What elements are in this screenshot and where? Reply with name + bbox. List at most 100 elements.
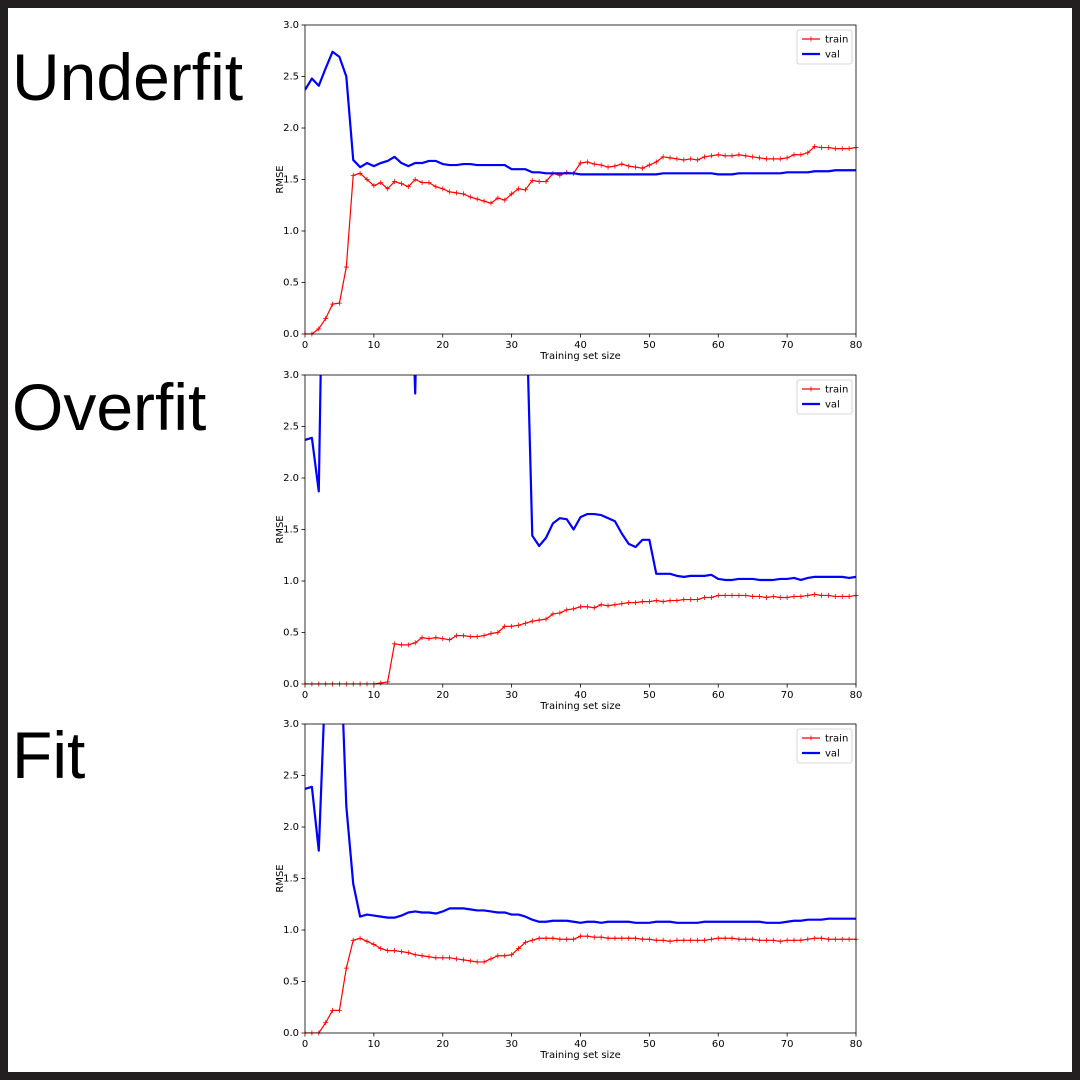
marker xyxy=(846,593,852,599)
marker xyxy=(715,935,721,941)
marker xyxy=(736,936,742,942)
marker xyxy=(722,153,728,159)
marker xyxy=(805,592,811,598)
x-tick-label: 30 xyxy=(505,690,518,701)
marker xyxy=(750,593,756,599)
marker xyxy=(805,150,811,156)
x-tick-label: 70 xyxy=(781,1039,794,1050)
marker xyxy=(784,937,790,943)
marker xyxy=(736,152,742,158)
marker xyxy=(681,157,687,163)
marker xyxy=(412,177,418,182)
y-tick-label: 2.0 xyxy=(283,473,299,484)
marker xyxy=(819,145,825,151)
marker xyxy=(715,592,721,598)
marker xyxy=(481,633,487,639)
marker xyxy=(701,154,707,160)
x-tick-label: 80 xyxy=(850,690,863,701)
marker xyxy=(378,180,384,186)
marker xyxy=(729,153,735,159)
marker xyxy=(495,953,501,959)
marker xyxy=(481,959,487,965)
y-tick-label: 0.5 xyxy=(283,977,299,988)
marker xyxy=(832,936,838,942)
marker xyxy=(398,949,404,955)
y-tick-label: 3.0 xyxy=(283,719,299,730)
marker xyxy=(598,602,604,608)
marker xyxy=(495,195,501,201)
legend-marker xyxy=(808,386,814,392)
marker xyxy=(639,165,645,171)
marker xyxy=(481,198,487,204)
marker xyxy=(412,952,418,958)
marker xyxy=(832,146,838,152)
marker xyxy=(770,156,776,162)
marker xyxy=(405,184,411,190)
marker xyxy=(598,934,604,940)
marker xyxy=(364,177,370,182)
x-tick-label: 40 xyxy=(574,690,587,701)
legend-marker xyxy=(808,36,814,42)
marker xyxy=(543,179,549,185)
marker xyxy=(529,178,535,184)
marker xyxy=(646,599,652,605)
marker xyxy=(839,936,845,942)
y-tick-label: 0.0 xyxy=(283,1028,299,1039)
marker xyxy=(364,938,370,944)
marker xyxy=(557,936,563,942)
y-tick-label: 0.0 xyxy=(283,679,299,690)
marker xyxy=(433,955,439,961)
marker xyxy=(536,179,542,185)
marker xyxy=(812,144,818,150)
marker xyxy=(392,948,398,954)
marker xyxy=(405,950,411,956)
y-tick-label: 1.5 xyxy=(283,525,299,536)
marker xyxy=(584,933,590,939)
marker xyxy=(447,189,453,195)
x-tick-label: 50 xyxy=(643,340,656,351)
x-tick-label: 70 xyxy=(781,690,794,701)
legend-label: train xyxy=(825,734,848,745)
marker xyxy=(701,594,707,600)
marker xyxy=(357,170,363,176)
marker xyxy=(653,159,659,165)
marker xyxy=(529,618,535,624)
marker xyxy=(447,955,453,961)
marker xyxy=(667,155,673,161)
marker xyxy=(763,594,769,600)
x-axis-label: Training set size xyxy=(539,1050,621,1061)
y-tick-label: 1.5 xyxy=(283,175,299,186)
marker xyxy=(336,1007,342,1013)
marker xyxy=(378,946,384,952)
marker xyxy=(502,623,508,629)
x-tick-label: 30 xyxy=(505,340,518,351)
x-tick-label: 80 xyxy=(850,340,863,351)
marker xyxy=(392,641,398,647)
y-axis-label: RMSE xyxy=(275,165,286,193)
marker xyxy=(743,936,749,942)
marker xyxy=(405,642,411,648)
marker xyxy=(722,935,728,941)
marker xyxy=(784,594,790,600)
y-axis-label: RMSE xyxy=(275,864,286,892)
x-tick-label: 60 xyxy=(712,690,725,701)
marker xyxy=(708,153,714,159)
y-tick-label: 0.0 xyxy=(283,329,299,340)
marker xyxy=(798,152,804,158)
marker xyxy=(578,933,583,939)
marker xyxy=(619,161,625,167)
marker xyxy=(612,163,618,169)
marker xyxy=(371,183,377,189)
y-axis-label: RMSE xyxy=(275,515,286,543)
marker xyxy=(805,936,811,942)
marker xyxy=(715,152,721,158)
y-tick-label: 1.0 xyxy=(283,226,299,237)
marker xyxy=(639,936,645,942)
marker xyxy=(612,602,618,608)
line-val xyxy=(305,50,856,176)
marker xyxy=(639,599,645,605)
marker xyxy=(798,593,804,599)
y-tick-label: 2.0 xyxy=(283,822,299,833)
marker xyxy=(626,163,632,169)
